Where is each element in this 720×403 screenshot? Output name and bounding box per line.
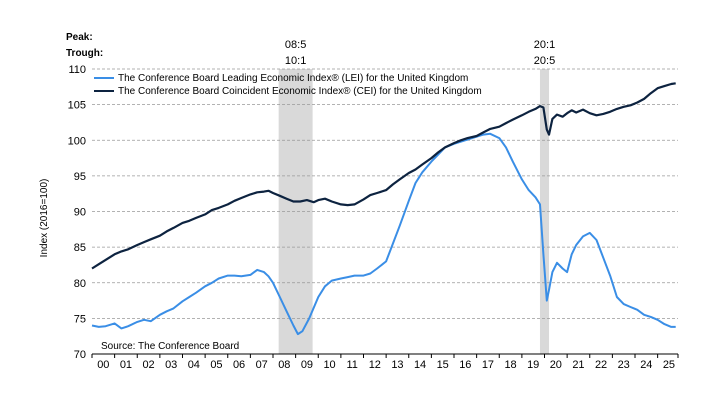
- y-tick-label: 110: [68, 64, 86, 76]
- gridlines: [92, 68, 678, 319]
- x-tick-label: 00: [97, 359, 109, 371]
- y-tick-label: 90: [74, 207, 86, 219]
- x-tick-label: 04: [188, 359, 200, 371]
- legend-label-lei: The Conference Board Leading Economic In…: [118, 73, 468, 84]
- x-tick-label: 12: [369, 359, 381, 371]
- y-tick-label: 75: [74, 313, 86, 325]
- peak-label: Peak:: [66, 32, 93, 43]
- x-tick-label: 14: [414, 359, 426, 371]
- x-tick-label: 24: [640, 359, 652, 371]
- x-tick-label: 08: [278, 359, 290, 371]
- x-tick-label: 20: [550, 359, 562, 371]
- recession-peak-label: 20:1: [534, 39, 555, 51]
- x-tick-label: 15: [437, 359, 449, 371]
- x-tick-label: 23: [618, 359, 630, 371]
- series-lines: [91, 82, 676, 336]
- x-tick-label: 19: [527, 359, 539, 371]
- y-tick-label: 105: [68, 100, 86, 112]
- series-line-lei: [91, 132, 676, 336]
- recession-labels: 08:5 10:1 20:1 20:5: [285, 39, 555, 67]
- y-tick-label: 80: [74, 278, 86, 290]
- x-tick-label: 18: [504, 359, 516, 371]
- x-tick-label: 01: [120, 359, 132, 371]
- x-tick-label: 05: [210, 359, 222, 371]
- series-line-cei: [91, 82, 676, 270]
- y-tick-label: 100: [68, 135, 86, 147]
- x-tick-label: 25: [663, 359, 675, 371]
- x-tick-label: 02: [142, 359, 154, 371]
- x-tick-label: 06: [233, 359, 245, 371]
- y-axis-label: Index (2016=100): [39, 179, 50, 258]
- x-tick-label: 17: [482, 359, 494, 371]
- recession-trough-label: 20:5: [534, 55, 555, 67]
- x-tick-label: 03: [165, 359, 177, 371]
- x-tick-label: 07: [256, 359, 268, 371]
- x-tick-label: 16: [459, 359, 471, 371]
- x-tick-label: 11: [346, 359, 357, 371]
- legend: The Conference Board Leading Economic In…: [94, 73, 482, 97]
- source-note: Source: The Conference Board: [101, 341, 239, 352]
- trough-label: Trough:: [66, 48, 103, 59]
- x-tick-label: 10: [323, 359, 335, 371]
- recession-trough-label: 10:1: [285, 55, 306, 67]
- x-axis-ticks: 00 01 02 03 04 05 06 07 08 09 10 11 12 13 14 15 16 17 18 19…: [91, 354, 679, 371]
- legend-label-cei: The Conference Board Coincident Economic…: [118, 86, 482, 97]
- y-tick-label: 85: [74, 242, 86, 254]
- x-tick-label: 22: [595, 359, 607, 371]
- x-tick-label: 09: [301, 359, 313, 371]
- x-tick-label: 21: [572, 359, 584, 371]
- x-tick-label: 13: [391, 359, 403, 371]
- y-tick-label: 70: [74, 349, 86, 361]
- y-axis-ticks: 70 75 80 85 90 95 100 105 110: [68, 64, 86, 361]
- recession-peak-label: 08:5: [285, 39, 306, 51]
- y-tick-label: 95: [74, 171, 86, 183]
